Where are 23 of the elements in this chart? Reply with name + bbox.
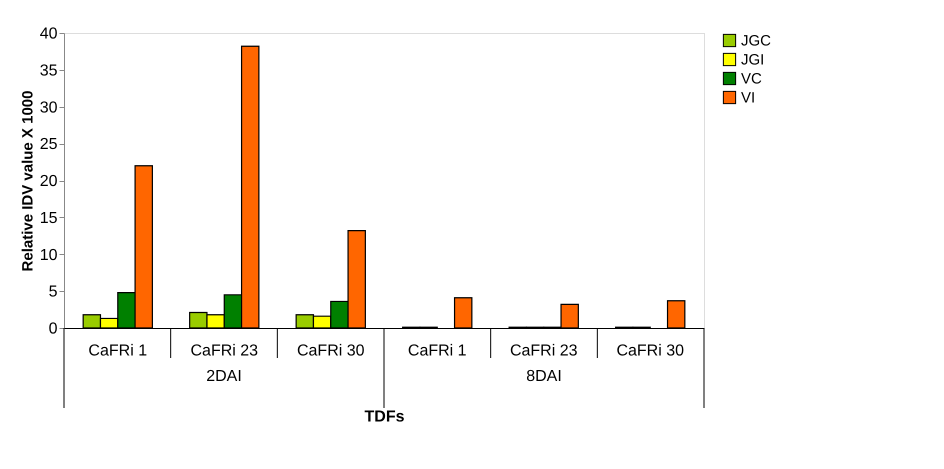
x-tick-label: CaFRi 1	[88, 342, 148, 360]
y-tick-label: 40	[40, 26, 58, 42]
legend-label: VC	[741, 70, 762, 88]
x-axis-title: TDFs	[364, 408, 405, 426]
y-tick-label: 10	[40, 246, 58, 264]
y-tick-label: 35	[40, 62, 58, 80]
y-tick-label: 30	[40, 99, 58, 116]
x-tick-label: CaFRi 23	[510, 342, 578, 360]
text: 2DAI	[206, 368, 242, 385]
legend-label: JGI	[741, 52, 764, 68]
y-tick-label: 15	[40, 210, 58, 227]
y-axis-title: Relative IDV value X 1000	[20, 90, 37, 272]
y-tick-label: 5	[48, 284, 58, 301]
y-tick-label: 20	[40, 173, 58, 190]
text: 8DAI	[526, 368, 562, 385]
x-tick-label: CaFRi 30	[616, 342, 684, 360]
x-tick-label: CaFRi 30	[296, 342, 365, 360]
legend-label: VI	[741, 90, 756, 106]
legend-label: JGC	[741, 32, 772, 50]
x-tick-label: CaFRi 23	[190, 342, 258, 360]
x-tick-label: CaFRi 1	[408, 342, 467, 360]
y-tick-label: 25	[40, 136, 58, 154]
y-tick-label: 0	[48, 320, 58, 338]
